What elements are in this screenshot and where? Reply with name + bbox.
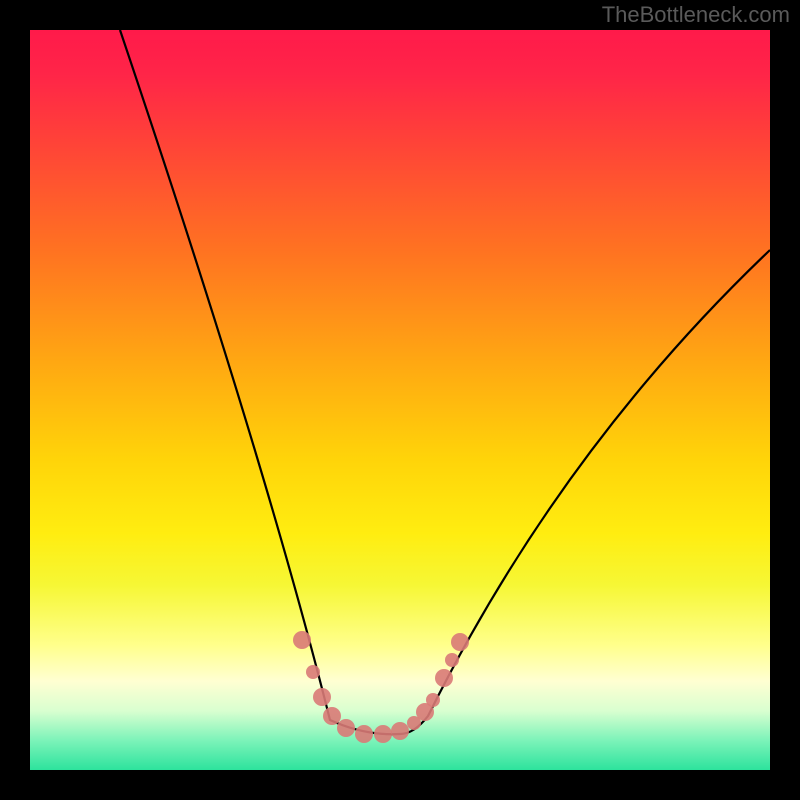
valley-marker [355,725,373,743]
valley-marker [323,707,341,725]
valley-marker [435,669,453,687]
valley-marker [374,725,392,743]
valley-marker [451,633,469,651]
valley-marker [391,722,409,740]
valley-marker [293,631,311,649]
watermark-text: TheBottleneck.com [602,2,790,28]
valley-marker [426,693,440,707]
bottleneck-chart [0,0,800,800]
plot-background [30,30,770,770]
valley-marker [337,719,355,737]
valley-marker [306,665,320,679]
valley-marker [313,688,331,706]
valley-marker [445,653,459,667]
